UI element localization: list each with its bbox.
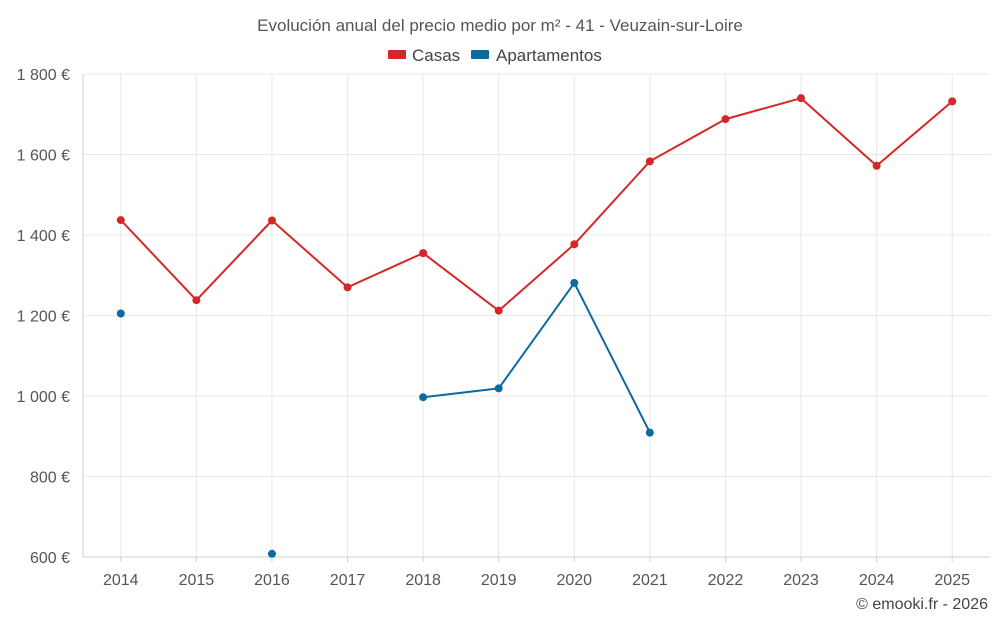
chart-title: Evolución anual del precio medio por m² … (257, 16, 743, 35)
y-tick-label: 800 € (30, 470, 70, 487)
series-line-casas (120, 97, 953, 312)
legend-label-apartamentos: Apartamentos (496, 46, 602, 65)
series-layer (116, 94, 957, 558)
credit-text: © emooki.fr - 2026 (856, 596, 988, 613)
data-point-casas[interactable] (797, 94, 806, 103)
legend: Casas Apartamentos (388, 46, 602, 65)
y-tick-label: 1 400 € (17, 228, 70, 245)
data-point-apartamentos[interactable] (267, 549, 276, 558)
x-tick-label: 2023 (783, 572, 819, 589)
data-point-casas[interactable] (721, 115, 730, 124)
data-point-casas[interactable] (192, 296, 201, 305)
data-point-casas[interactable] (872, 161, 881, 170)
data-point-apartamentos[interactable] (419, 393, 428, 402)
legend-label-casas: Casas (412, 46, 460, 65)
series-line-apartamentos (422, 281, 651, 434)
legend-item-apartamentos[interactable]: Apartamentos (471, 46, 602, 65)
x-tick-label: 2017 (330, 572, 366, 589)
x-tick-label: 2015 (179, 572, 215, 589)
data-point-casas[interactable] (645, 157, 654, 166)
data-point-casas[interactable] (570, 240, 579, 249)
data-point-casas[interactable] (494, 306, 503, 315)
data-point-apartamentos[interactable] (645, 428, 654, 437)
x-tick-label: 2020 (556, 572, 592, 589)
x-tick-label: 2025 (934, 572, 970, 589)
data-point-apartamentos[interactable] (116, 309, 125, 318)
x-tick-label: 2024 (859, 572, 895, 589)
data-point-casas[interactable] (267, 216, 276, 225)
y-axis: 600 € 800 € 1 000 € 1 200 € 1 400 € 1 600 € 1 … (17, 67, 84, 567)
legend-item-casas[interactable]: Casas (388, 46, 460, 65)
grid (83, 73, 990, 558)
x-tick-label: 2019 (481, 572, 517, 589)
data-point-apartamentos[interactable] (570, 278, 579, 287)
x-tick-label: 2014 (103, 572, 139, 589)
x-tick-label: 2021 (632, 572, 668, 589)
y-tick-label: 1 600 € (17, 148, 70, 165)
data-point-casas[interactable] (419, 249, 428, 258)
x-tick-label: 2022 (708, 572, 744, 589)
data-point-casas[interactable] (116, 216, 125, 225)
series-casas (116, 94, 957, 315)
y-tick-label: 1 800 € (17, 67, 70, 84)
x-axis: 2014 2015 2016 2017 2018 2019 2020 2021 2022 2023… (83, 556, 990, 589)
data-point-apartamentos[interactable] (494, 384, 503, 393)
y-tick-label: 1 200 € (17, 309, 70, 326)
legend-swatch-apartamentos (471, 50, 489, 59)
y-tick-label: 600 € (30, 550, 70, 567)
data-point-casas[interactable] (948, 97, 957, 106)
x-tick-label: 2018 (405, 572, 441, 589)
series-apartamentos (116, 278, 654, 558)
data-point-casas[interactable] (343, 283, 352, 292)
legend-swatch-casas (388, 50, 406, 59)
x-tick-label: 2016 (254, 572, 290, 589)
y-tick-label: 1 000 € (17, 389, 70, 406)
